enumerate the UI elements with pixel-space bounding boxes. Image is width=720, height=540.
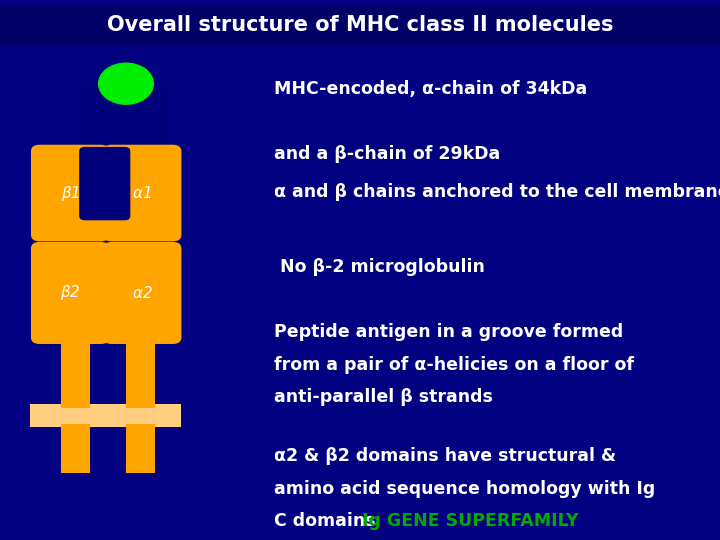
Text: Ig GENE SUPERFAMILY: Ig GENE SUPERFAMILY [362, 512, 579, 530]
Text: and a β-chain of 29kDa: and a β-chain of 29kDa [274, 145, 500, 163]
Text: α2 & β2 domains have structural &: α2 & β2 domains have structural & [274, 447, 616, 465]
Text: $\alpha$2: $\alpha$2 [132, 285, 153, 301]
Text: $\beta$1: $\beta$1 [60, 184, 80, 202]
Text: Overall structure of MHC class II molecules: Overall structure of MHC class II molecu… [107, 15, 613, 36]
FancyBboxPatch shape [103, 145, 181, 241]
Bar [30, 404, 181, 427]
Text: from a pair of α-helicies on a floor of: from a pair of α-helicies on a floor of [274, 355, 634, 374]
FancyBboxPatch shape [79, 147, 130, 220]
FancyBboxPatch shape [31, 145, 109, 241]
Bar [83, 86, 169, 151]
Bar [126, 335, 155, 408]
FancyBboxPatch shape [103, 242, 181, 344]
Text: α and β chains anchored to the cell membrane: α and β chains anchored to the cell memb… [274, 183, 720, 201]
Text: Peptide antigen in a groove formed: Peptide antigen in a groove formed [274, 323, 623, 341]
Circle shape [99, 63, 153, 104]
Text: $\beta$2: $\beta$2 [60, 284, 81, 302]
Text: $\alpha$1: $\alpha$1 [132, 185, 152, 201]
Bar [126, 424, 155, 472]
Text: No β-2 microglobulin: No β-2 microglobulin [274, 258, 485, 276]
Text: anti-parallel β strands: anti-parallel β strands [274, 388, 492, 406]
Text: C domains: C domains [274, 512, 381, 530]
Bar [61, 424, 90, 472]
Bar [0, 5, 720, 46]
FancyBboxPatch shape [31, 242, 109, 344]
Text: MHC-encoded, α-chain of 34kDa: MHC-encoded, α-chain of 34kDa [274, 80, 587, 98]
Text: amino acid sequence homology with Ig: amino acid sequence homology with Ig [274, 480, 655, 498]
Bar [61, 335, 90, 408]
